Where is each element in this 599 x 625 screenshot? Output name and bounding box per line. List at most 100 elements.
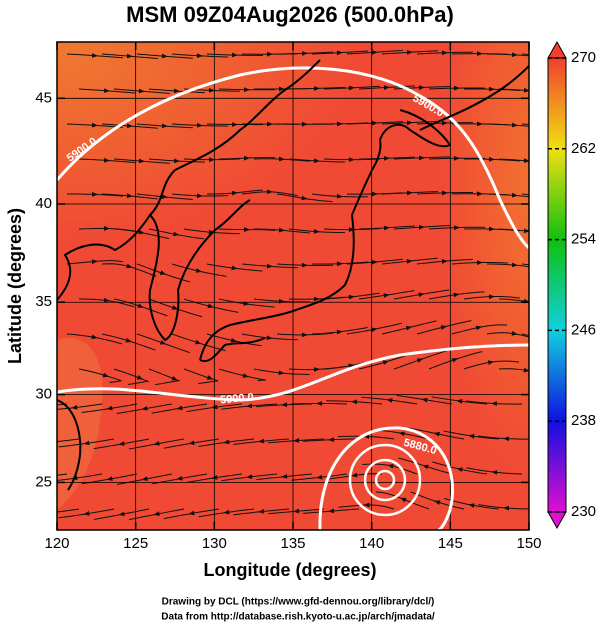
- contour-line: [57, 66, 529, 250]
- streamline: [94, 336, 123, 345]
- streamline: [316, 231, 345, 234]
- streamline: [129, 195, 158, 200]
- streamline: [381, 325, 413, 335]
- streamline: [223, 438, 255, 445]
- streamline: [387, 463, 418, 475]
- streamline: [175, 307, 203, 318]
- streamline: [276, 51, 308, 56]
- streamline: [521, 263, 529, 266]
- streamline: [211, 403, 243, 410]
- streamline: [281, 229, 310, 234]
- contour-line: [348, 443, 422, 517]
- streamline: [58, 442, 87, 448]
- streamline: [186, 477, 215, 483]
- streamline: [128, 513, 157, 521]
- contour-line: [318, 426, 455, 530]
- streamline: [466, 467, 495, 473]
- contour-label: 5900.0: [220, 391, 255, 406]
- streamline: [421, 156, 450, 159]
- streamline: [351, 399, 383, 405]
- streamline: [326, 400, 355, 403]
- colorbar-extend: [547, 511, 567, 530]
- streamline: [113, 88, 145, 94]
- streamline: [456, 399, 488, 405]
- streamline: [210, 306, 239, 313]
- streamline: [153, 438, 185, 446]
- streamline: [398, 457, 426, 467]
- streamline: [381, 120, 413, 126]
- streamline: [211, 89, 240, 92]
- streamline: [246, 473, 278, 480]
- streamline: [346, 327, 378, 335]
- streamline: [339, 326, 368, 333]
- streamline: [218, 87, 250, 93]
- colorbar-tick-label: 230: [571, 503, 596, 520]
- streamline: [218, 298, 250, 306]
- streamline: [491, 470, 523, 475]
- streamline: [198, 441, 227, 447]
- streamline: [316, 160, 345, 163]
- streamline: [323, 363, 355, 370]
- streamline: [163, 342, 190, 354]
- streamline: [211, 473, 243, 480]
- streamline: [521, 123, 529, 126]
- streamline: [101, 123, 133, 129]
- x-tick-label: 145: [438, 535, 463, 552]
- streamline: [374, 258, 403, 263]
- streamline: [291, 476, 320, 481]
- streamline: [206, 333, 238, 343]
- x-axis-label: Longitude (degrees): [203, 560, 376, 580]
- streamline: [358, 293, 390, 300]
- streamline: [444, 51, 473, 54]
- streamline: [164, 55, 193, 59]
- streamline: [186, 406, 215, 413]
- streamline: [456, 291, 485, 296]
- streamline: [421, 289, 450, 295]
- streamline: [241, 263, 273, 269]
- streamline: [374, 121, 403, 124]
- streamline: [428, 225, 460, 231]
- streamline: [386, 290, 415, 296]
- streamline: [155, 378, 181, 386]
- streamline: [428, 358, 459, 370]
- streamline: [276, 332, 308, 338]
- y-tick-label: 30: [35, 386, 52, 403]
- streamline: [164, 196, 193, 200]
- streamline: [129, 55, 158, 60]
- streamline: [323, 85, 355, 91]
- streamline: [443, 497, 472, 506]
- streamline: [241, 333, 273, 341]
- colorbar-tick-label: 254: [571, 231, 596, 248]
- streamline: [416, 325, 447, 335]
- streamline: [304, 51, 333, 54]
- streamline: [57, 508, 80, 513]
- streamline: [409, 50, 438, 53]
- streamline: [351, 292, 380, 298]
- streamline: [221, 405, 250, 410]
- streamline: [339, 50, 368, 54]
- streamline: [101, 333, 132, 343]
- streamline: [183, 368, 214, 380]
- streamline: [451, 260, 483, 266]
- streamline: [311, 50, 343, 56]
- streamline: [431, 396, 460, 402]
- streamline: [199, 55, 228, 58]
- streamline: [258, 508, 290, 514]
- streamline: [113, 158, 145, 164]
- streamline: [328, 437, 360, 442]
- streamline: [486, 262, 518, 268]
- streamline: [57, 403, 68, 406]
- streamline: [183, 298, 214, 309]
- x-tick-label: 125: [123, 535, 148, 552]
- streamline: [381, 258, 413, 265]
- streamline: [101, 263, 133, 269]
- streamline: [163, 273, 191, 283]
- streamline: [66, 122, 98, 128]
- streamline: [503, 436, 529, 442]
- streamline: [363, 502, 395, 510]
- streamline: [351, 158, 381, 161]
- streamline: [141, 90, 170, 94]
- streamline: [316, 401, 348, 406]
- streamline: [420, 350, 448, 361]
